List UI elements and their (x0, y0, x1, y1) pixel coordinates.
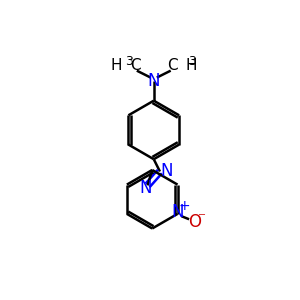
Text: 3: 3 (188, 55, 196, 68)
Text: +: + (179, 199, 190, 213)
Text: N: N (140, 179, 152, 197)
Text: N: N (160, 162, 173, 180)
Text: N: N (148, 72, 160, 90)
Text: C: C (167, 58, 178, 73)
Text: H: H (185, 58, 197, 73)
Text: N: N (171, 203, 184, 221)
Text: H: H (111, 58, 122, 73)
Text: C: C (130, 58, 140, 73)
Text: ⁻: ⁻ (198, 210, 206, 225)
Text: O: O (188, 213, 201, 231)
Text: 3: 3 (125, 55, 133, 68)
